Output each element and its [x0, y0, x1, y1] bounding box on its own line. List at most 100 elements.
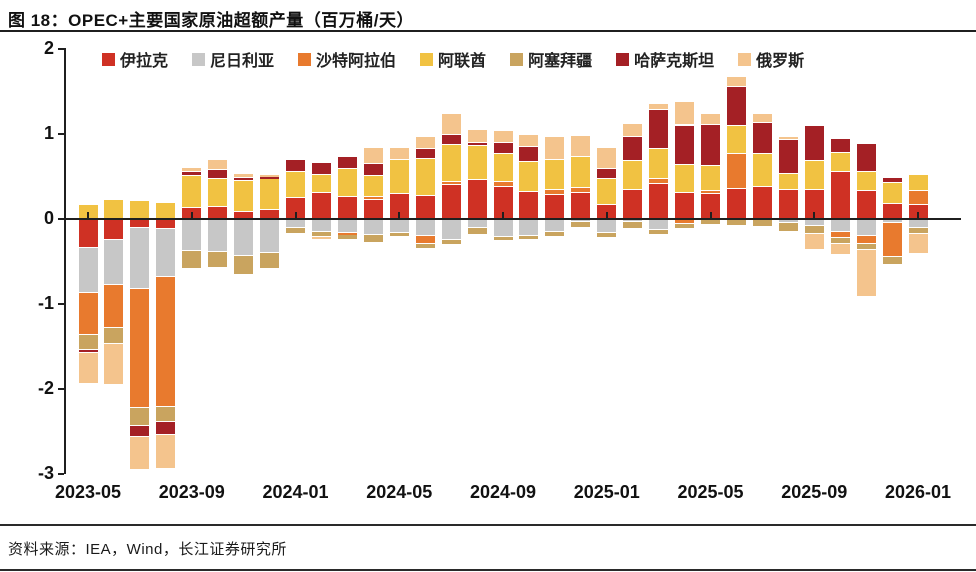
bar-segment — [675, 125, 695, 164]
bar-segment — [156, 202, 176, 218]
legend-label: 哈萨克斯坦 — [634, 53, 715, 70]
bar-segment — [415, 136, 435, 149]
bar-segment — [804, 190, 824, 218]
bar-segment — [260, 219, 280, 252]
bar-segment — [363, 200, 383, 218]
bar-segment — [701, 124, 720, 166]
title-underline — [0, 30, 976, 32]
bar-segment — [752, 219, 772, 226]
bar-segment — [493, 143, 513, 153]
bar-segment — [856, 144, 876, 172]
chart-bottom-rule — [0, 524, 976, 526]
legend-item: 沙特阿拉伯 — [298, 47, 396, 71]
bar-segment — [882, 203, 902, 218]
bar-segment — [467, 145, 487, 179]
bar-segment — [311, 219, 331, 231]
bar-segment — [545, 160, 565, 190]
bar-segment — [778, 139, 798, 173]
bar-segment — [882, 178, 902, 183]
bar-segment — [493, 219, 513, 236]
bar-segment — [571, 192, 591, 218]
bar-segment — [882, 223, 902, 257]
bar-segment — [389, 219, 409, 232]
x-axis-tick — [917, 211, 919, 219]
bar-segment — [882, 257, 902, 264]
y-axis-label: 0 — [43, 207, 54, 228]
bar-segment — [130, 228, 150, 288]
bar-segment — [78, 247, 98, 292]
bar-segment — [726, 87, 746, 126]
y-axis-tick — [58, 387, 64, 390]
bar-segment — [623, 190, 643, 218]
bar-segment — [208, 219, 228, 252]
source-note: 资料来源：IEA，Wind，长江证券研究所 — [8, 541, 287, 558]
bar-segment — [208, 159, 228, 169]
bar-segment — [830, 219, 850, 231]
bar-segment — [234, 173, 254, 178]
bar-segment — [208, 179, 228, 207]
bar-segment — [467, 129, 487, 142]
bar-segment — [156, 406, 176, 422]
legend-swatch-icon — [616, 52, 630, 66]
bar-segment — [571, 187, 591, 192]
bar-segment — [597, 147, 617, 168]
bar-segment — [726, 219, 746, 225]
bar-segment — [208, 207, 228, 218]
bar-segment — [363, 235, 383, 242]
x-axis-tick — [87, 211, 89, 219]
bar-segment — [311, 192, 331, 218]
legend-swatch-icon — [420, 52, 434, 66]
bar-segment — [78, 292, 98, 335]
bar-segment — [752, 153, 772, 186]
chart-legend: 伊拉克 尼日利亚 沙特阿拉伯 阿联酋 阿塞拜疆 哈萨克斯坦 俄罗斯 — [102, 47, 804, 71]
bar-segment — [752, 186, 772, 218]
legend-label: 阿联酋 — [438, 53, 487, 70]
bar-segment — [78, 349, 98, 353]
bar-segment — [467, 179, 487, 218]
bar-segment — [545, 195, 565, 218]
bar-segment — [493, 236, 513, 241]
bar-segment — [78, 353, 98, 383]
x-axis-tick — [190, 211, 193, 219]
bar-segment — [908, 234, 928, 253]
bar-segment — [234, 256, 254, 275]
bar-segment — [545, 190, 565, 195]
x-axis-tick — [709, 211, 712, 219]
bar-segment — [363, 148, 383, 163]
bar-segment — [311, 236, 331, 240]
bar-segment — [182, 172, 202, 175]
y-axis-label: 1 — [43, 122, 54, 143]
y-axis-tick — [58, 132, 64, 135]
bar-segment — [908, 174, 928, 190]
bar-segment — [675, 219, 695, 224]
x-axis-label: 2025-01 — [573, 482, 640, 502]
y-axis-tick — [58, 302, 64, 305]
x-axis-tick — [605, 211, 608, 219]
bar-segment — [182, 168, 202, 172]
legend-item: 尼日利亚 — [192, 47, 274, 71]
bar-segment — [415, 158, 435, 196]
legend-swatch-icon — [738, 52, 752, 66]
bar-segment — [519, 236, 539, 240]
legend-swatch-icon — [298, 52, 312, 66]
figure-title: 图 18：OPEC+主要国家原油超额产量（百万桶/天） — [8, 11, 414, 30]
bar-segment — [130, 437, 150, 469]
bar-segment — [104, 327, 124, 343]
bar-segment — [260, 179, 280, 209]
x-axis-tick — [398, 211, 401, 219]
bar-segment — [467, 219, 487, 227]
y-axis-label: -2 — [37, 377, 54, 398]
bar-segment — [675, 101, 695, 125]
bar-segment — [519, 191, 539, 218]
x-axis-tick — [813, 211, 816, 219]
bar-segment — [856, 219, 876, 235]
bar-segment — [597, 232, 617, 237]
x-axis-label: 2025-09 — [781, 482, 848, 502]
legend-item: 阿联酋 — [420, 47, 486, 71]
legend-item: 哈萨克斯坦 — [616, 47, 714, 71]
bar-segment — [156, 422, 176, 434]
bar-segment — [389, 160, 409, 194]
bar-segment — [363, 163, 383, 175]
legend-label: 俄罗斯 — [756, 53, 805, 70]
bar-segment — [856, 243, 876, 250]
